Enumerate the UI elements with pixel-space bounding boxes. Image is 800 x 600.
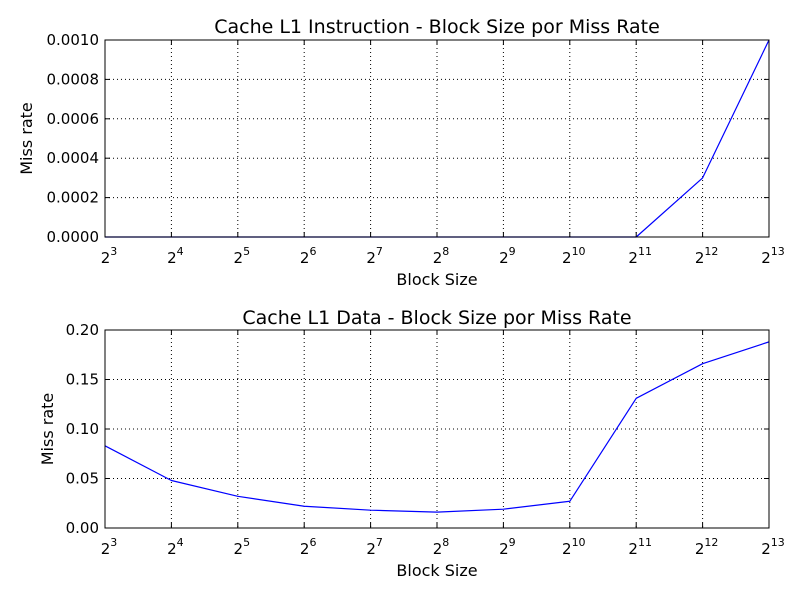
x-tick-base: 2 [300, 540, 310, 558]
x-tick-base: 2 [234, 249, 244, 267]
chart-l1-instruction: 23 24 25 26 27 28 29 210 211 212 2130.00000.00020.… [17, 16, 785, 289]
x-tick-exponent: 3 [110, 536, 117, 549]
x-tick-exponent: 11 [638, 245, 652, 258]
x-tick-base: 2 [300, 249, 310, 267]
x-tick-base: 2 [366, 249, 376, 267]
x-tick-exponent: 10 [572, 536, 586, 549]
x-tick-base: 2 [433, 249, 443, 267]
y-tick-label: 0.0000 [47, 228, 100, 246]
x-tick-label: 23 [101, 536, 118, 558]
x-tick-label: 26 [300, 536, 317, 558]
x-tick-label: 26 [300, 245, 317, 267]
chart-l1-data: 23 24 25 26 27 28 29 210 211 212 2130.000.050.100.… [38, 307, 785, 580]
x-tick-base: 2 [562, 249, 572, 267]
y-tick-label: 0.00 [66, 519, 99, 537]
x-tick-label: 25 [234, 245, 251, 267]
x-tick-base: 2 [101, 249, 111, 267]
x-tick-exponent: 6 [309, 245, 316, 258]
x-tick-label: 213 [761, 245, 785, 267]
y-tick-label: 0.0010 [47, 31, 100, 49]
x-axis-label: Block Size [396, 561, 477, 580]
x-tick-exponent: 7 [376, 536, 383, 549]
series-line [104, 341, 770, 513]
x-tick-base: 2 [628, 249, 638, 267]
x-tick-base: 2 [695, 540, 705, 558]
x-tick-exponent: 13 [771, 245, 785, 258]
y-tick-label: 0.0002 [47, 189, 100, 207]
x-tick-exponent: 10 [572, 245, 586, 258]
x-tick-base: 2 [167, 540, 177, 558]
x-tick-exponent: 5 [243, 245, 250, 258]
y-tick-label: 0.0008 [47, 70, 100, 88]
x-tick-base: 2 [761, 249, 771, 267]
x-tick-base: 2 [562, 540, 572, 558]
x-tick-exponent: 9 [509, 245, 516, 258]
x-tick-exponent: 12 [704, 245, 718, 258]
x-tick-exponent: 4 [177, 245, 184, 258]
x-tick-exponent: 7 [376, 245, 383, 258]
x-tick-label: 24 [167, 245, 184, 267]
x-tick-label: 28 [433, 245, 450, 267]
x-tick-base: 2 [761, 540, 771, 558]
x-tick-exponent: 13 [771, 536, 785, 549]
x-tick-exponent: 11 [638, 536, 652, 549]
x-tick-base: 2 [101, 540, 111, 558]
x-tick-label: 28 [433, 536, 450, 558]
x-tick-base: 2 [366, 540, 376, 558]
y-tick-label: 0.05 [66, 470, 99, 488]
x-tick-base: 2 [433, 540, 443, 558]
x-tick-exponent: 5 [243, 536, 250, 549]
x-tick-base: 2 [167, 249, 177, 267]
x-tick-base: 2 [628, 540, 638, 558]
x-tick-label: 29 [499, 245, 516, 267]
y-tick-label: 0.20 [66, 321, 99, 339]
y-tick-label: 0.10 [66, 420, 99, 438]
y-axis-label: Miss rate [17, 102, 36, 175]
x-tick-base: 2 [234, 540, 244, 558]
x-tick-label: 23 [101, 245, 118, 267]
x-tick-exponent: 9 [509, 536, 516, 549]
x-tick-label: 213 [761, 536, 785, 558]
x-axis-label: Block Size [396, 270, 477, 289]
x-tick-exponent: 4 [177, 536, 184, 549]
chart-title: Cache L1 Instruction - Block Size por Mi… [214, 16, 660, 38]
x-tick-base: 2 [499, 249, 509, 267]
x-tick-label: 210 [562, 245, 586, 267]
y-axis-label: Miss rate [38, 393, 57, 466]
x-tick-label: 210 [562, 536, 586, 558]
x-tick-label: 212 [695, 245, 719, 267]
x-tick-label: 212 [695, 536, 719, 558]
y-tick-label: 0.15 [66, 371, 99, 389]
x-tick-base: 2 [499, 540, 509, 558]
x-tick-label: 24 [167, 536, 184, 558]
x-tick-exponent: 6 [309, 536, 316, 549]
x-tick-label: 27 [366, 536, 383, 558]
y-tick-label: 0.0006 [47, 110, 100, 128]
x-tick-exponent: 12 [704, 536, 718, 549]
x-tick-exponent: 8 [442, 536, 449, 549]
x-tick-label: 27 [366, 245, 383, 267]
x-tick-label: 211 [628, 245, 652, 267]
x-tick-base: 2 [695, 249, 705, 267]
x-tick-exponent: 8 [442, 245, 449, 258]
x-tick-label: 211 [628, 536, 652, 558]
x-tick-label: 29 [499, 536, 516, 558]
chart-title: Cache L1 Data - Block Size por Miss Rate [242, 307, 631, 329]
series-line [105, 39, 770, 238]
x-tick-exponent: 3 [110, 245, 117, 258]
y-tick-label: 0.0004 [47, 149, 100, 167]
x-tick-label: 25 [234, 536, 251, 558]
